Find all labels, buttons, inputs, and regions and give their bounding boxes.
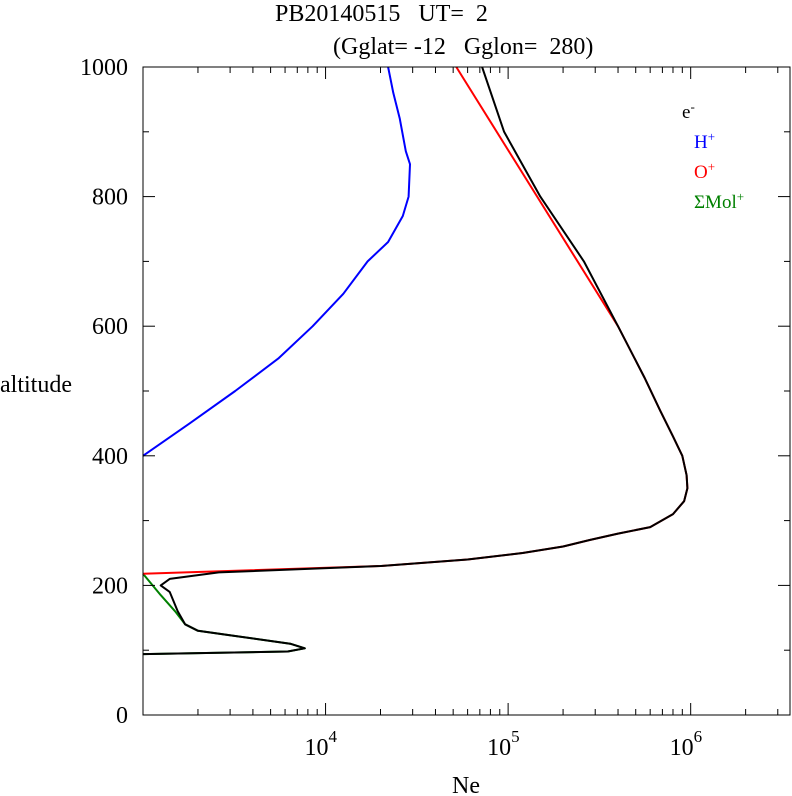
plot-frame: [142, 66, 791, 716]
x-tick-label-exponent: 4: [329, 727, 338, 746]
chart-title-line2: (Gglat= -12 Gglon= 280): [333, 34, 593, 60]
x-tick-label-exponent: 6: [694, 727, 703, 746]
chart-title-line1: PB20140515 UT= 2: [275, 1, 488, 27]
x-axis-label: Ne: [452, 773, 480, 796]
x-tick-label: 10: [305, 735, 329, 761]
y-tick-label: 600: [92, 314, 128, 340]
legend-entry-1: H+: [694, 129, 715, 153]
y-tick-label: 400: [92, 444, 128, 470]
x-tick-label-exponent: 5: [511, 727, 520, 746]
legend-entry-0: e-: [682, 99, 695, 123]
y-tick-label: 800: [92, 185, 128, 211]
x-tick-label: 10: [670, 735, 694, 761]
series-line-e-minus: [142, 66, 689, 656]
y-tick-label: 1000: [80, 55, 128, 81]
y-tick-label: 0: [116, 703, 128, 729]
legend-entry-3: ΣMol+: [694, 189, 744, 213]
legend: e- H+ O+ ΣMol+: [682, 99, 744, 213]
x-tick-label: 10: [487, 735, 511, 761]
series-layer: [142, 66, 689, 656]
y-tick-label: 200: [92, 573, 128, 599]
y-axis-label: altitude: [0, 372, 72, 398]
series-line-h-plus: [142, 66, 411, 457]
series-line-o-plus: [142, 66, 689, 575]
legend-entry-2: O+: [694, 159, 715, 183]
